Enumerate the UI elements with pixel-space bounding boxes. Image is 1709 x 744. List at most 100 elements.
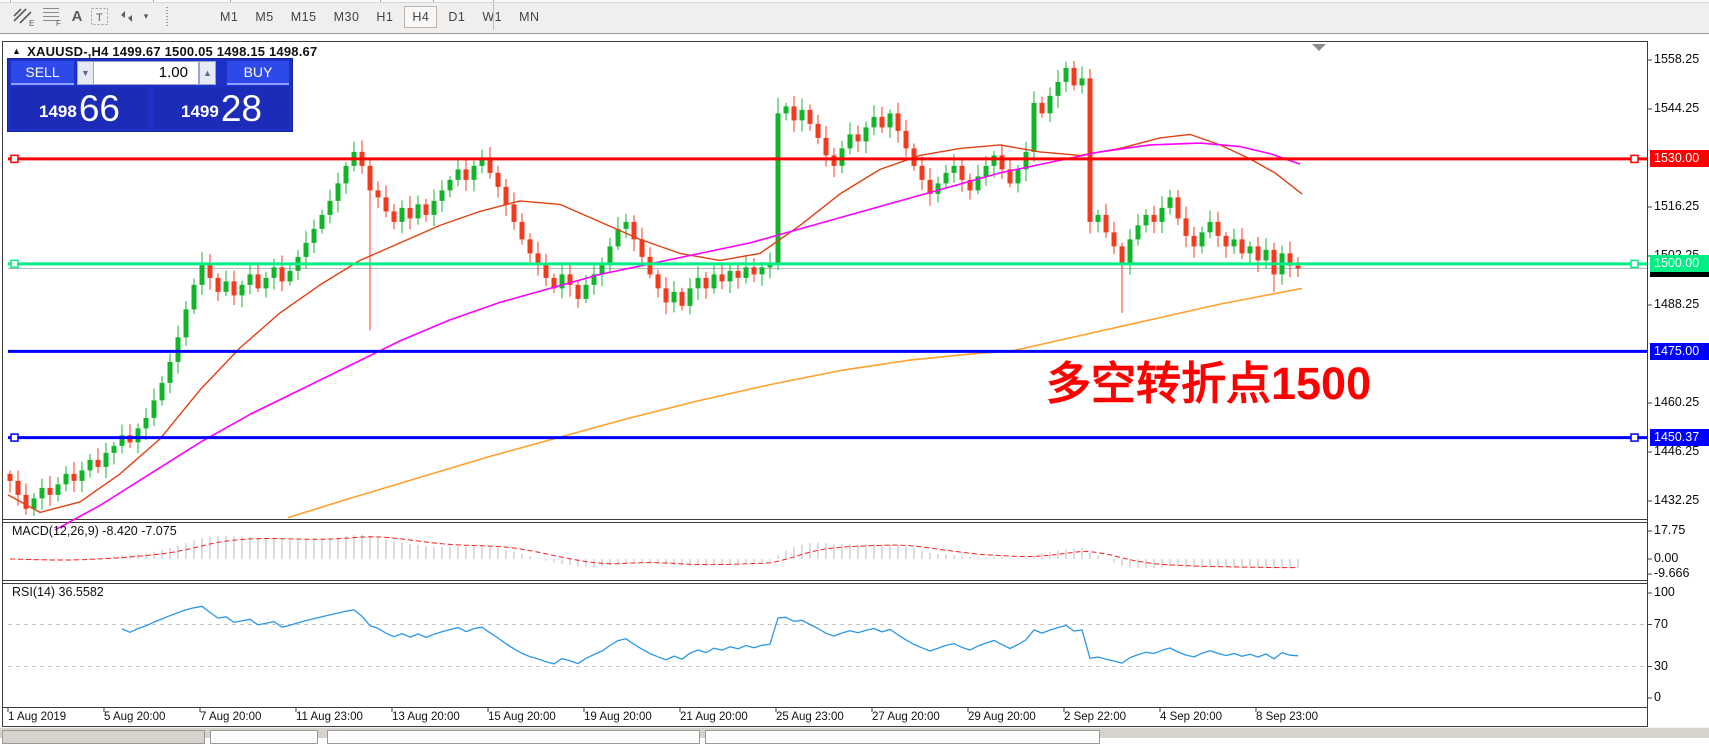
candle-body xyxy=(1255,246,1261,261)
candle-body xyxy=(599,263,605,275)
candle-body xyxy=(991,155,997,166)
candle-body xyxy=(135,428,141,443)
timeframe-button-m15[interactable]: M15 xyxy=(290,10,317,24)
timeframe-button-m1[interactable]: M1 xyxy=(220,10,239,24)
volume-up-button[interactable]: ▲ xyxy=(199,61,216,85)
volume-input[interactable]: 1.00 xyxy=(93,61,199,85)
line-handle xyxy=(10,154,19,164)
candle-body xyxy=(167,361,173,383)
rsi-label: RSI(14) 36.5582 xyxy=(12,585,104,599)
dropdown-caret-icon[interactable]: ▾ xyxy=(143,11,149,21)
candle-body xyxy=(575,284,581,299)
date-label: 8 Sep 23:00 xyxy=(1256,711,1319,723)
candle-body xyxy=(863,127,869,142)
candle-body xyxy=(879,116,885,128)
candle-body xyxy=(823,137,829,156)
timeframe-button-m5[interactable]: M5 xyxy=(255,10,274,24)
text-label-icon[interactable]: A xyxy=(71,8,83,25)
arrows-objects-icon[interactable] xyxy=(116,6,138,27)
candle-body xyxy=(343,165,349,184)
candle-body xyxy=(967,179,973,191)
timeframe-button-h4[interactable]: H4 xyxy=(404,6,438,28)
candle-body xyxy=(647,256,653,275)
candle-body xyxy=(1167,197,1173,208)
candle-body xyxy=(231,281,237,296)
candle-body xyxy=(919,165,925,180)
candle-body xyxy=(367,165,373,191)
timeframe-button-w1[interactable]: W1 xyxy=(476,6,508,28)
timeframe-button-mn[interactable]: MN xyxy=(519,10,540,24)
svg-text:T: T xyxy=(96,12,103,24)
candle-body xyxy=(559,274,565,289)
timeframe-button-m30[interactable]: M30 xyxy=(333,10,360,24)
candle-body xyxy=(999,155,1005,170)
candle-body xyxy=(1271,249,1277,275)
candle-body xyxy=(15,480,21,495)
buy-button[interactable]: BUY xyxy=(227,61,289,85)
macd-scale-label: -9.666 xyxy=(1654,566,1690,580)
candle-body xyxy=(1015,169,1021,184)
candle-body xyxy=(1239,239,1245,254)
candle-body xyxy=(383,197,389,212)
ma-fast-red xyxy=(7,133,1303,514)
candle-body xyxy=(79,470,85,481)
candle-body xyxy=(551,277,557,289)
candle-body xyxy=(183,309,189,338)
macd-signal-line xyxy=(9,536,1299,569)
price-level-badge: 1475.00 xyxy=(1650,342,1709,360)
chart-text-annotation: 多空转折点1500 xyxy=(1046,358,1372,409)
candle-body xyxy=(439,190,445,201)
sell-button[interactable]: SELL xyxy=(11,61,74,85)
candle-body xyxy=(455,169,461,180)
status-bar xyxy=(0,727,1709,744)
candle-body xyxy=(855,134,861,142)
timeframe-button-h1[interactable]: H1 xyxy=(376,10,394,24)
buy-price-box[interactable]: 1499 28 xyxy=(154,87,289,129)
candle-body xyxy=(143,417,149,429)
candle-body xyxy=(479,158,485,166)
ma-mid-magenta xyxy=(54,142,1301,531)
chart-shift-marker-icon xyxy=(1312,44,1326,51)
crosshair-draw-icon[interactable]: E xyxy=(12,6,38,27)
text-box-icon[interactable]: T xyxy=(90,6,110,27)
candle-body xyxy=(663,288,669,303)
candle-body xyxy=(815,123,821,138)
candle-body xyxy=(391,211,397,222)
candle-body xyxy=(487,158,493,173)
candle-body xyxy=(839,148,845,166)
candle-body xyxy=(671,291,677,303)
candle-body xyxy=(271,267,277,278)
sell-price-box[interactable]: 1498 66 xyxy=(11,87,148,129)
date-label: 29 Aug 20:00 xyxy=(968,711,1036,723)
timeframe-button-d1[interactable]: D1 xyxy=(448,10,466,24)
date-label: 19 Aug 20:00 xyxy=(584,711,652,723)
candle-body xyxy=(1127,239,1133,264)
candle-body xyxy=(951,165,957,173)
collapse-arrow-icon[interactable]: ▲ xyxy=(12,46,22,56)
candle-body xyxy=(1287,253,1293,266)
grid-fibo-icon[interactable]: F xyxy=(42,6,66,27)
candle-body xyxy=(759,267,765,275)
candle-body xyxy=(1055,81,1061,96)
candle-body xyxy=(247,274,253,285)
buy-price-small: 1499 xyxy=(181,102,219,121)
line-handle xyxy=(1630,433,1639,442)
toolbar-top-sliver xyxy=(0,0,1709,3)
candle-body xyxy=(1207,221,1213,233)
candle-body xyxy=(159,382,165,401)
candle-body xyxy=(623,221,629,229)
volume-down-button[interactable]: ▼ xyxy=(77,61,94,85)
candle-body xyxy=(791,106,797,121)
candle-body xyxy=(767,263,773,268)
date-label: 25 Aug 23:00 xyxy=(776,711,844,723)
rsi-scale-label: 0 xyxy=(1654,690,1661,704)
toolbar-separator xyxy=(493,3,494,30)
candle-body xyxy=(1215,221,1221,236)
line-handle xyxy=(1630,154,1639,164)
chart-title-text: XAUUSD-,H4 1499.67 1500.05 1498.15 1498.… xyxy=(27,44,318,59)
date-label: 5 Aug 20:00 xyxy=(104,711,166,723)
candle-body xyxy=(679,291,685,306)
candle-body xyxy=(799,109,805,121)
candle-body xyxy=(335,183,341,201)
